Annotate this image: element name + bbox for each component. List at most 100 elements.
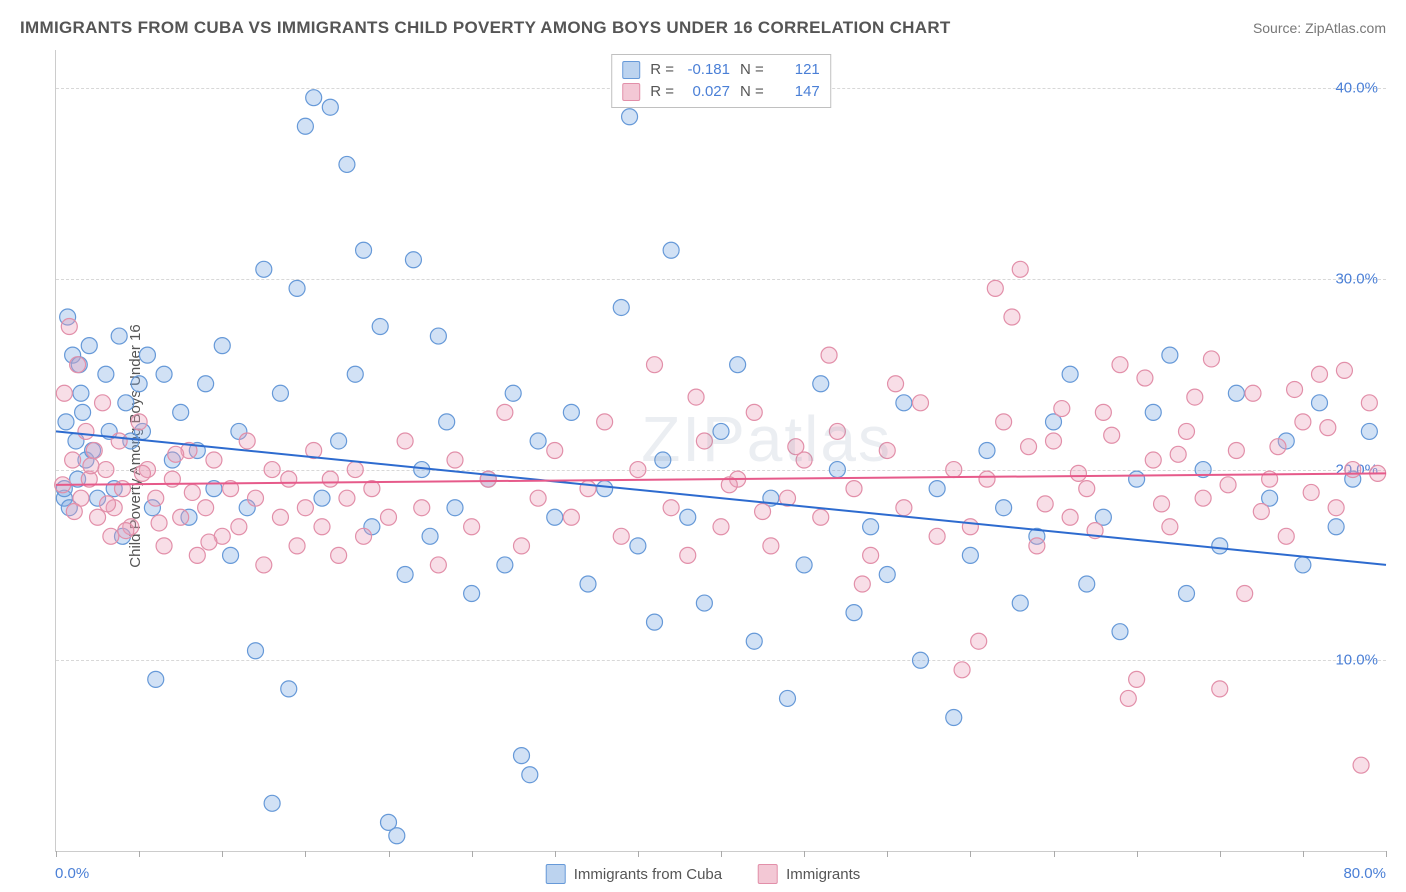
scatter-point [430, 328, 446, 344]
scatter-point [389, 828, 405, 844]
scatter-point [680, 547, 696, 563]
x-tick [555, 851, 556, 857]
scatter-point [111, 433, 127, 449]
x-tick [56, 851, 57, 857]
scatter-point [929, 528, 945, 544]
x-max-label: 80.0% [1343, 865, 1386, 882]
r-value-0: -0.181 [680, 59, 730, 81]
scatter-point [289, 538, 305, 554]
scatter-point [134, 465, 150, 481]
scatter-point [83, 458, 99, 474]
scatter-point [1037, 496, 1053, 512]
scatter-point [879, 443, 895, 459]
scatter-point [397, 566, 413, 582]
scatter-point [1021, 439, 1037, 455]
scatter-point [66, 504, 82, 520]
scatter-point [1029, 538, 1045, 554]
scatter-point [90, 509, 106, 525]
x-tick [1137, 851, 1138, 857]
scatter-point [946, 462, 962, 478]
x-tick [804, 851, 805, 857]
scatter-point [356, 528, 372, 544]
scatter-point [131, 414, 147, 430]
scatter-point [184, 484, 200, 500]
scatter-point [1228, 385, 1244, 401]
scatter-point [430, 557, 446, 573]
scatter-point [1220, 477, 1236, 493]
scatter-point [314, 490, 330, 506]
scatter-point [530, 490, 546, 506]
n-value-1: 147 [770, 81, 820, 103]
scatter-point [447, 452, 463, 468]
scatter-point [846, 605, 862, 621]
scatter-point [239, 433, 255, 449]
scatter-point [962, 547, 978, 563]
scatter-point [1361, 423, 1377, 439]
scatter-point [1112, 357, 1128, 373]
scatter-point [272, 509, 288, 525]
scatter-point [405, 252, 421, 268]
scatter-point [272, 385, 288, 401]
scatter-point [896, 395, 912, 411]
scatter-point [746, 404, 762, 420]
scatter-point [663, 242, 679, 258]
scatter-point [713, 519, 729, 535]
scatter-point [264, 795, 280, 811]
scatter-point [1270, 439, 1286, 455]
scatter-plot [56, 50, 1386, 851]
scatter-point [331, 547, 347, 563]
x-tick [1386, 851, 1387, 857]
scatter-point [1137, 370, 1153, 386]
scatter-point [65, 452, 81, 468]
scatter-point [115, 481, 131, 497]
x-tick [472, 851, 473, 857]
chart-title: IMMIGRANTS FROM CUBA VS IMMIGRANTS CHILD… [20, 18, 951, 38]
scatter-point [530, 433, 546, 449]
scatter-point [580, 481, 596, 497]
scatter-point [139, 347, 155, 363]
stats-legend: R = -0.181 N = 121 R = 0.027 N = 147 [611, 54, 831, 108]
scatter-point [131, 376, 147, 392]
scatter-point [979, 443, 995, 459]
scatter-point [422, 528, 438, 544]
scatter-point [987, 280, 1003, 296]
scatter-point [688, 389, 704, 405]
scatter-point [98, 366, 114, 382]
scatter-point [1212, 538, 1228, 554]
scatter-point [813, 509, 829, 525]
scatter-point [248, 490, 264, 506]
scatter-point [173, 509, 189, 525]
scatter-point [813, 376, 829, 392]
scatter-point [1004, 309, 1020, 325]
scatter-point [86, 443, 102, 459]
scatter-point [223, 547, 239, 563]
scatter-point [505, 385, 521, 401]
scatter-point [954, 662, 970, 678]
scatter-point [322, 99, 338, 115]
x-tick [638, 851, 639, 857]
scatter-point [289, 280, 305, 296]
scatter-point [979, 471, 995, 487]
scatter-point [1062, 366, 1078, 382]
scatter-point [1095, 404, 1111, 420]
scatter-point [148, 671, 164, 687]
scatter-point [1328, 519, 1344, 535]
scatter-point [61, 319, 77, 335]
r-value-1: 0.027 [680, 81, 730, 103]
scatter-point [1353, 757, 1369, 773]
scatter-point [1295, 557, 1311, 573]
scatter-point [1070, 465, 1086, 481]
scatter-point [879, 566, 895, 582]
scatter-point [796, 557, 812, 573]
scatter-point [168, 446, 184, 462]
scatter-point [913, 395, 929, 411]
stats-row-series-0: R = -0.181 N = 121 [622, 59, 820, 81]
scatter-point [863, 547, 879, 563]
scatter-point [1345, 462, 1361, 478]
scatter-point [111, 328, 127, 344]
scatter-point [647, 614, 663, 630]
chart-area: 10.0%20.0%30.0%40.0% ZIPatlas R = -0.181… [55, 50, 1386, 852]
scatter-point [863, 519, 879, 535]
scatter-point [1237, 586, 1253, 602]
scatter-point [381, 509, 397, 525]
